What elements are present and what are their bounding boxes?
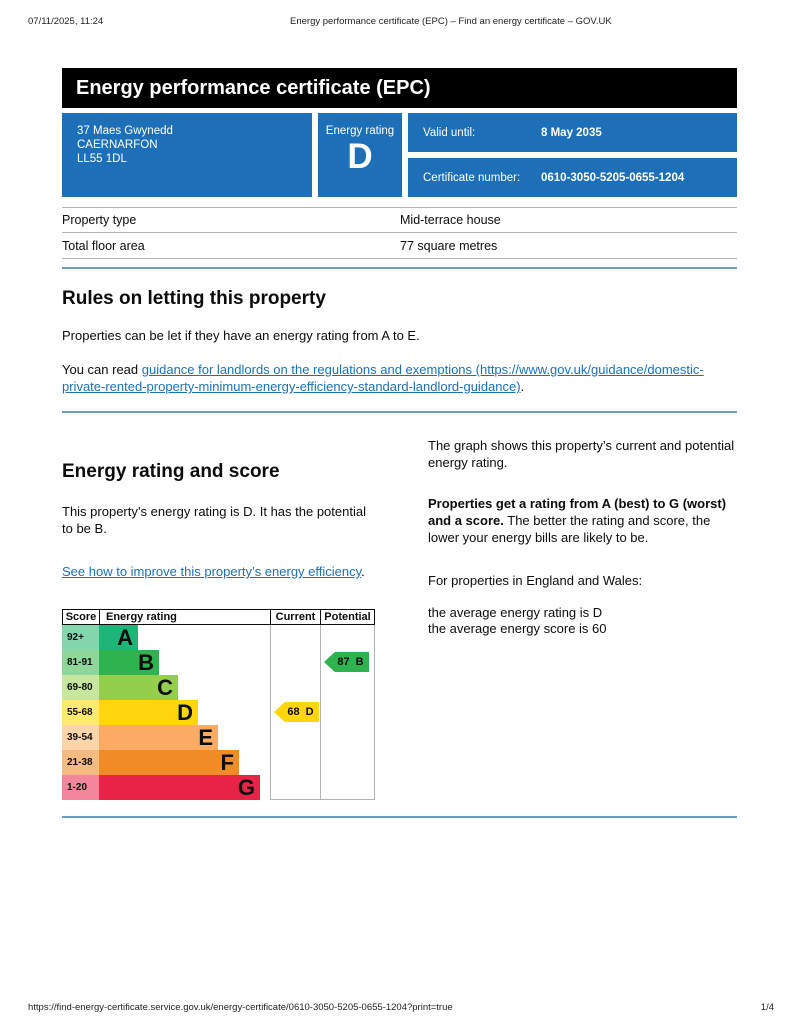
improve-efficiency-link[interactable]: See how to improve this property’s energ…	[62, 564, 362, 579]
improve-suffix: .	[361, 564, 365, 579]
band-bar-e: E	[99, 725, 218, 750]
address-line-2: CAERNARFON	[77, 139, 158, 151]
rating-explanation: Properties get a rating from A (best) to…	[428, 495, 737, 546]
band-score-range-c: 69-80	[62, 675, 99, 700]
graph-description: The graph shows this property’s current …	[428, 438, 735, 470]
property-details-table: Property type Mid-terrace house Total fl…	[62, 207, 737, 259]
property-address: 37 Maes Gwynedd CAERNARFON LL55 1DL	[62, 113, 312, 197]
band-bar-row-a: A	[99, 625, 270, 650]
guidance-paragraph: You can read guidance for landlords on t…	[62, 361, 737, 395]
band-bar-row-b: B	[99, 650, 270, 675]
chart-header-rating: Energy rating	[99, 609, 270, 625]
band-score-range-f: 21-38	[62, 750, 99, 775]
valid-until-row: Valid until: 8 May 2035	[408, 113, 737, 152]
print-datetime: 07/11/2025, 11:24	[28, 16, 104, 27]
footer-url: https://find-energy-certificate.service.…	[28, 1002, 453, 1013]
floor-area-label: Total floor area	[62, 238, 145, 253]
energy-rating-value: D	[347, 137, 373, 176]
rating-explanation-rest: The better the rating and score, the low…	[428, 513, 711, 545]
certificate-page: Energy performance certificate (EPC) 37 …	[62, 68, 737, 818]
band-bar-row-f: F	[99, 750, 270, 775]
epc-rating-chart: Score Energy rating Current Potential 92+ A 81…	[62, 609, 375, 800]
rating-right-column: The graph shows this property’s current …	[428, 437, 737, 800]
band-bar-row-g: G	[99, 775, 270, 800]
band-bar-a: A	[99, 625, 138, 650]
band-bar-b: B	[99, 650, 159, 675]
guidance-text-suffix: .	[520, 379, 525, 394]
band-score-range-b: 81-91	[62, 650, 99, 675]
address-line-1: 37 Maes Gwynedd	[77, 125, 173, 137]
energy-rating-section: Energy rating and score This property’s …	[62, 437, 737, 800]
chart-header-score: Score	[62, 609, 99, 625]
band-bar-row-c: C	[99, 675, 270, 700]
rating-explanation-bold: Properties get a rating from A (best) to…	[428, 496, 727, 528]
band-bar-g: G	[99, 775, 260, 800]
table-row: Property type Mid-terrace house	[62, 207, 737, 233]
section-divider	[62, 816, 737, 818]
average-score-line: the average energy score is 60	[428, 621, 607, 636]
energy-rating-box: Energy rating D	[318, 113, 402, 197]
potential-rating-marker-letter: B	[355, 656, 364, 668]
rules-heading: Rules on letting this property	[62, 288, 326, 309]
valid-until-label: Valid until:	[423, 126, 476, 139]
certificate-number-value: 0610-3050-5205-0655-1204	[541, 171, 685, 184]
chart-potential-column: 87 B	[320, 625, 375, 800]
band-bar-d: D	[99, 700, 198, 725]
page-title: Energy performance certificate (EPC)	[62, 68, 737, 108]
landlord-guidance-link[interactable]: guidance for landlords on the regulation…	[62, 362, 704, 394]
current-rating-marker-letter: D	[305, 706, 314, 718]
band-score-range-d: 55-68	[62, 700, 99, 725]
band-bar-f: F	[99, 750, 239, 775]
rating-left-column: Energy rating and score This property’s …	[62, 437, 400, 800]
certificate-number-label: Certificate number:	[423, 171, 521, 184]
rules-paragraph: Properties can be let if they have an en…	[62, 328, 420, 343]
band-bar-row-e: E	[99, 725, 270, 750]
band-score-range-a: 92+	[62, 625, 99, 650]
chart-current-column: 68 D	[270, 625, 320, 800]
rating-heading: Energy rating and score	[62, 461, 280, 482]
improve-paragraph: See how to improve this property’s energ…	[62, 563, 374, 581]
chart-header-current: Current	[270, 609, 320, 625]
validity-box: Valid until: 8 May 2035 Certificate numb…	[408, 113, 737, 197]
rating-summary-paragraph: This property’s energy rating is D. It h…	[62, 504, 366, 536]
band-bar-row-d: D	[99, 700, 270, 725]
energy-rating-caption: Energy rating	[325, 125, 395, 137]
guidance-text-prefix: You can read	[62, 362, 142, 377]
england-wales-intro: For properties in England and Wales:	[428, 573, 643, 588]
chart-header-potential: Potential	[320, 609, 375, 625]
valid-until-value: 8 May 2035	[541, 126, 602, 139]
section-divider	[62, 411, 737, 413]
band-score-range-g: 1-20	[62, 775, 99, 800]
band-bar-c: C	[99, 675, 178, 700]
current-rating-marker-score: 68	[287, 706, 300, 718]
band-score-range-e: 39-54	[62, 725, 99, 750]
certificate-summary: 37 Maes Gwynedd CAERNARFON LL55 1DL Ener…	[62, 113, 737, 197]
section-divider	[62, 267, 737, 269]
print-document-title: Energy performance certificate (EPC) – F…	[290, 16, 612, 27]
table-row: Total floor area 77 square metres	[62, 233, 737, 259]
average-rating-line: the average energy rating is D	[428, 605, 603, 620]
floor-area-value: 77 square metres	[400, 238, 498, 253]
current-rating-marker: 68 D	[274, 702, 319, 722]
page-number: 1/4	[760, 1002, 774, 1013]
potential-rating-marker-score: 87	[337, 656, 350, 668]
address-line-3: LL55 1DL	[77, 153, 127, 165]
potential-rating-marker: 87 B	[324, 652, 369, 672]
property-type-value: Mid-terrace house	[400, 213, 501, 227]
property-type-label: Property type	[62, 213, 137, 227]
certificate-number-row: Certificate number: 0610-3050-5205-0655-…	[408, 158, 737, 197]
